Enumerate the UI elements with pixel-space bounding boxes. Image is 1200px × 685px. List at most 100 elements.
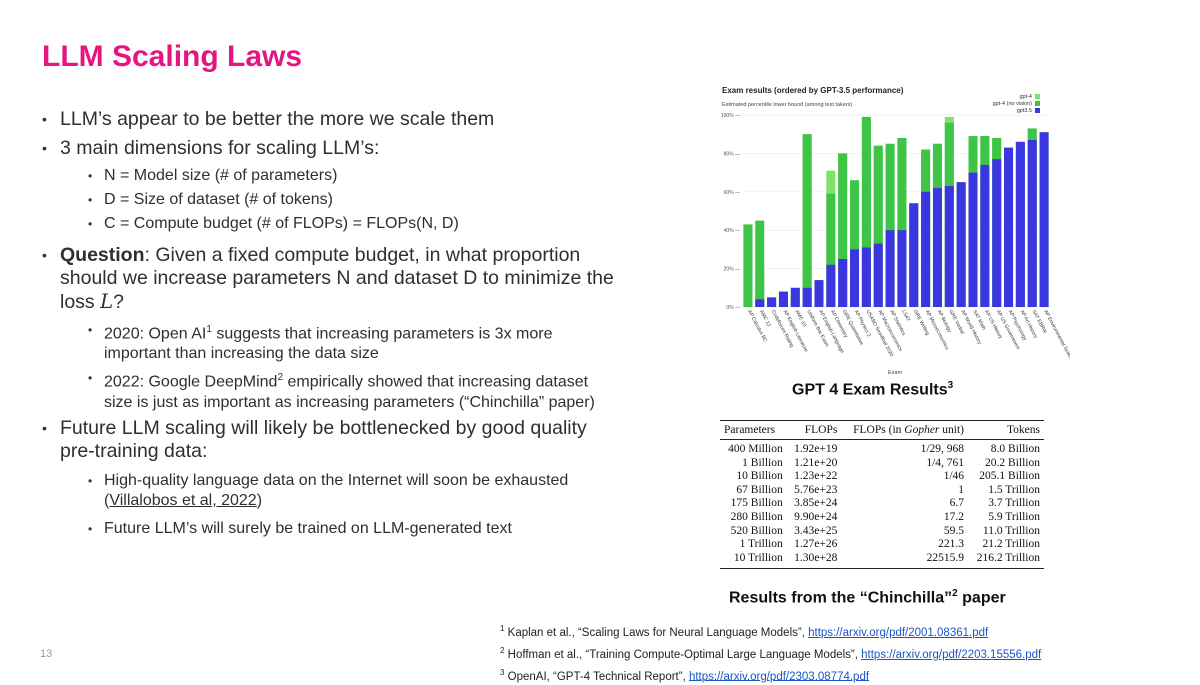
table-cell: 280 Billion: [730, 510, 783, 523]
bar-gpt3-5: [755, 299, 765, 307]
legend-label: gpt3.5: [1017, 108, 1032, 114]
y-tick-label: 80% —: [724, 151, 740, 157]
footnote-1: 1 Kaplan et al., “Scaling Laws for Neura…: [500, 620, 1041, 642]
bar-gpt3-5: [944, 186, 954, 307]
chin-caption-text: Results from the “Chinchilla”: [729, 589, 953, 607]
table-cell: 17.2: [943, 510, 965, 523]
y-tick-label: 100% —: [721, 113, 740, 119]
table-body: 400 Million 1.92e+19 1/29, 968 8.0 Billion 1…: [720, 440, 1044, 570]
page-number: 13: [40, 648, 53, 660]
legend-label: gpt-4: [1019, 94, 1032, 100]
table-row: 1 Billion 1.21e+20 1/4, 761 20.2 Billion: [720, 457, 1044, 471]
table-cell: 22515.9: [841, 551, 969, 570]
bar-gpt-4-no-vision-: [755, 220, 765, 307]
table-row: 520 Billion 3.43e+25 59.5 11.0 Trillion: [720, 525, 1044, 539]
bar-gpt3-5: [897, 230, 907, 307]
table-row: 10 Billion 1.23e+22 1/46 205.1 Billion: [720, 470, 1044, 484]
slide-title: LLM Scaling Laws: [42, 40, 303, 73]
footnote-1-link[interactable]: https://arxiv.org/pdf/2001.08361.pdf: [808, 626, 989, 639]
legend-swatch: [1035, 101, 1040, 106]
chinchilla-table: Parameters FLOPs FLOPs (in Gopher unit) …: [720, 420, 1044, 570]
table-cell: 1.92e+19: [794, 443, 838, 455]
footnote-3-num: 3: [500, 667, 505, 677]
bar-gpt3-5: [932, 187, 942, 307]
bullet-dimensions: 3 main dimensions for scaling LLM’s:: [40, 137, 615, 160]
bar-gpt3-5: [1004, 147, 1014, 307]
legend-swatch: [1035, 94, 1040, 99]
table-header-row: Parameters FLOPs FLOPs (in Gopher unit) …: [720, 420, 1044, 440]
table-cell: 3.43e+25: [794, 524, 838, 537]
sub-bullet-compute: C = Compute budget (# of FLOPs) = FLOPs(…: [40, 214, 615, 234]
footnote-3-link[interactable]: https://arxiv.org/pdf/2303.08774.pdf: [688, 670, 870, 683]
table-cell: 59.5: [943, 524, 965, 537]
footnote-2-num: 2: [500, 645, 505, 655]
table-cell: 20.2 Billion: [985, 456, 1040, 469]
chin-caption-sup: 2: [952, 588, 958, 599]
bar-gpt3-5: [850, 249, 860, 307]
table-cell: 1.30e+28: [786, 551, 842, 570]
col-tokens: Tokens: [968, 420, 1044, 440]
footnote-1-num: 1: [500, 624, 505, 633]
table-cell: 216.2 Trillion: [968, 551, 1044, 570]
footnote-2: 2 Hoffman et al., “Training Compute-Opti…: [500, 642, 1041, 664]
chinchilla-caption: Results from the “Chinchilla”2 paper: [729, 588, 1006, 607]
y-tick-label: 40% —: [724, 228, 740, 234]
openai-text: 2020: Open AI: [104, 325, 207, 343]
loss-symbol: L: [100, 290, 114, 313]
sub-bullet-model-size: N = Model size (# of parameters): [40, 166, 615, 186]
table-row: 400 Million 1.92e+19 1/29, 968 8.0 Billion: [720, 440, 1044, 457]
bullet-scaling: LLM’s appear to be better the more we sc…: [40, 108, 615, 131]
bar-gpt3-5: [861, 247, 871, 307]
bar-gpt-4-no-vision-: [743, 224, 753, 307]
bar-gpt3-5: [909, 203, 919, 307]
exhausted-text: High-quality language data on the Intern…: [104, 471, 569, 509]
sub-bullet-openai: 2020: Open AI1 suggests that increasing …: [40, 320, 615, 364]
bar-gpt-4-no-vision-: [850, 180, 860, 307]
bar-gpt3-5: [802, 287, 812, 307]
gpt4-caption-text: GPT 4 Exam Results: [792, 381, 948, 399]
bar-gpt3-5: [873, 243, 883, 307]
sub-bullet-exhausted: High-quality language data on the Intern…: [40, 471, 615, 511]
footnote-ref-1: 1: [206, 324, 212, 335]
question-label: Question: [60, 244, 145, 266]
bullet-question: Question: Given a fixed compute budget, …: [40, 244, 615, 314]
bar-gpt3-5: [1015, 141, 1025, 307]
chart-y-ticks: 0% — 20% — 40% — 60% — 80% — 100% —: [721, 113, 740, 311]
table-row: 67 Billion 5.76e+23 1 1.5 Trillion: [720, 484, 1044, 498]
table-row: 280 Billion 9.90e+24 17.2 5.9 Trillion: [720, 511, 1044, 525]
footnote-2-link[interactable]: https://arxiv.org/pdf/2203.15556.pdf: [861, 648, 1042, 661]
table-cell: 175 Billion: [730, 497, 783, 510]
question-end: ?: [113, 291, 124, 313]
table-cell: 3.85e+24: [794, 497, 838, 510]
table-cell: 1.21e+20: [794, 456, 838, 469]
table-cell: 10 Billion: [736, 470, 783, 483]
villalobos-link[interactable]: Villalobos et al, 2022: [109, 491, 257, 509]
bar-gpt3-5: [814, 280, 824, 307]
footnote-3-text: OpenAI, “GPT-4 Technical Report”,: [504, 670, 689, 683]
bar-gpt3-5: [980, 164, 990, 307]
table-cell: 3.7 Trillion: [988, 497, 1040, 510]
bar-gpt3-5: [968, 172, 978, 307]
chin-caption-end: paper: [957, 589, 1006, 607]
table-cell: 1/4, 761: [926, 456, 965, 469]
col-flops-gopher-c: unit): [939, 424, 965, 436]
footnotes: 1 Kaplan et al., “Scaling Laws for Neura…: [500, 620, 1041, 685]
openai-text-rest: suggests that increasing parameters is 3…: [104, 325, 553, 363]
col-flops-gopher-a: FLOPs (in: [853, 424, 905, 436]
table-cell: 5.9 Trillion: [988, 510, 1040, 523]
sub-bullet-deepmind: 2022: Google DeepMind2 empirically showe…: [40, 368, 615, 412]
deepmind-text-rest: empirically showed that increasing datas…: [104, 373, 595, 411]
table-cell: 21.2 Trillion: [982, 538, 1040, 551]
table-cell: 1 Billion: [742, 456, 783, 469]
y-tick-label: 0% —: [726, 305, 740, 311]
table-cell: 1/46: [943, 470, 965, 483]
bar-gpt3-5: [826, 264, 836, 307]
table-cell: 205.1 Billion: [979, 470, 1040, 483]
bar-gpt3-5: [992, 159, 1002, 307]
bar-gpt-4-no-vision-: [897, 138, 907, 307]
y-tick-label: 20% —: [724, 267, 740, 273]
table-cell: 520 Billion: [730, 524, 783, 537]
bar-gpt3-5: [1027, 139, 1037, 307]
bar-gpt3-5: [1039, 132, 1049, 307]
